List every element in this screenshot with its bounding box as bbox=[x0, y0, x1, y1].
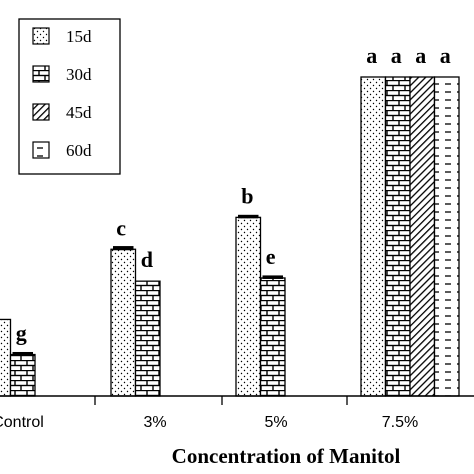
bar-60d-7.5% bbox=[433, 76, 460, 397]
bar-15d-5% bbox=[235, 216, 262, 397]
bar-45d-7.5% bbox=[409, 76, 436, 397]
x-tick-label: Control bbox=[0, 414, 44, 431]
significance-label: e bbox=[266, 244, 276, 269]
bar-30d-3% bbox=[134, 280, 161, 397]
legend-label: 15d bbox=[66, 27, 92, 46]
error-bar-30d-5% bbox=[262, 275, 283, 279]
bar-15d-Control bbox=[0, 318, 12, 397]
significance-label: d bbox=[141, 247, 153, 272]
legend-swatch-30d bbox=[32, 65, 50, 83]
legend-swatch-60d bbox=[32, 141, 50, 159]
legend-swatch-15d bbox=[32, 27, 50, 45]
significance-labels: fcbagdeaaa bbox=[16, 43, 451, 346]
significance-label: g bbox=[16, 321, 27, 346]
bars-layer bbox=[0, 76, 460, 397]
bar-30d-5% bbox=[259, 277, 286, 397]
bar-15d-3% bbox=[110, 248, 137, 397]
x-axis: Control 3% 5% 7.5% bbox=[0, 395, 474, 431]
error-bar-30d-Control bbox=[12, 351, 33, 356]
legend: 15d 30d 45d 60d bbox=[18, 18, 121, 175]
x-tick-label: 3% bbox=[143, 414, 166, 431]
legend-label: 45d bbox=[66, 103, 92, 122]
x-axis-title: Concentration of Manitol bbox=[172, 444, 401, 468]
bar-30d-7.5% bbox=[384, 76, 411, 397]
error-bar-15d-3% bbox=[113, 246, 134, 251]
x-tick-label: 5% bbox=[264, 414, 287, 431]
bar-30d-Control bbox=[9, 353, 36, 397]
significance-label: a bbox=[366, 43, 377, 68]
significance-label: c bbox=[116, 215, 126, 240]
x-tick-label: 7.5% bbox=[382, 414, 418, 431]
legend-label: 60d bbox=[66, 141, 92, 160]
error-bar-15d-5% bbox=[238, 214, 259, 219]
legend-swatch-45d bbox=[32, 103, 50, 121]
legend-label: 30d bbox=[66, 65, 92, 84]
significance-label: a bbox=[391, 43, 402, 68]
significance-label: a bbox=[440, 43, 451, 68]
bar-15d-7.5% bbox=[360, 76, 387, 397]
significance-label: b bbox=[241, 183, 253, 208]
significance-label: a bbox=[415, 43, 426, 68]
